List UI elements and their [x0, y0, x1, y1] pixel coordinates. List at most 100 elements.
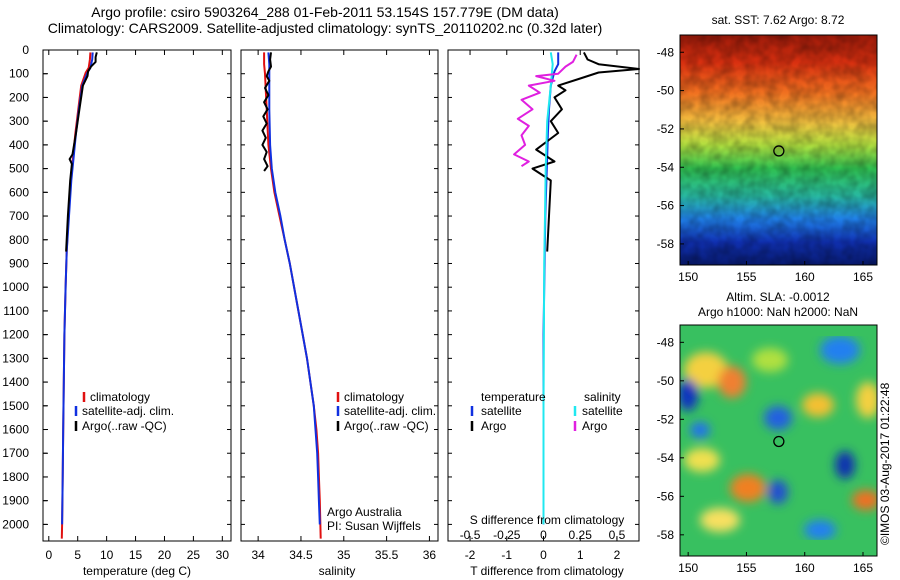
- x-tick-label: 15: [129, 548, 143, 562]
- x-top-tick-label: -0.5: [460, 528, 481, 542]
- temperature-legend: climatology satellite-adj. clim. Argo(..…: [74, 390, 174, 433]
- map-x-tick-label: 165: [853, 561, 873, 575]
- sla-map-frame: [679, 324, 878, 557]
- figure-title-line2: Climatology: CARS2009. Satellite-adjuste…: [47, 20, 603, 36]
- legend-label-climatology: climatology: [90, 390, 150, 404]
- map-y-tick-label: -50: [657, 374, 675, 388]
- series-line: [531, 51, 640, 252]
- depth-tick-label: 1800: [2, 470, 29, 484]
- depth-tick-label: 300: [9, 114, 29, 128]
- series-line: [263, 52, 322, 539]
- legend-label-temperature-argo: Argo: [481, 419, 507, 433]
- depth-tick-label: 900: [9, 256, 29, 270]
- depth-tick-label: 1900: [2, 494, 29, 508]
- depth-tick-label: 200: [9, 90, 29, 104]
- x-top-tick-label: 0.5: [609, 528, 626, 542]
- depth-tick-label: 0: [22, 43, 29, 57]
- depth-tick-label: 400: [9, 138, 29, 152]
- sla-map-axes: 150 155 160 165 -48 -50 -52 -54 -56 -58: [657, 335, 874, 575]
- x-tick-label: 1: [577, 548, 584, 562]
- difference-legend: temperature salinity satellite Argo sate…: [470, 390, 623, 433]
- x-tick-label: 0: [540, 548, 547, 562]
- map-y-tick-label: -58: [657, 237, 675, 251]
- depth-tick-label: 500: [9, 162, 29, 176]
- legend-label-climatology: climatology: [344, 390, 404, 404]
- map-x-tick-label: 150: [678, 270, 698, 284]
- legend-title-salinity: salinity: [584, 390, 621, 404]
- argo-position-marker: [773, 435, 785, 448]
- legend-label-argo: Argo(..raw -QC): [344, 419, 429, 433]
- x-tick-label: 5: [74, 548, 81, 562]
- map-x-tick-label: 160: [795, 270, 815, 284]
- depth-axis: 0 100 200 300 400 500 600 700 800 900 1000 1100 1200…: [2, 43, 48, 531]
- map-x-tick-label: 155: [736, 270, 756, 284]
- map-y-tick-label: -50: [657, 84, 675, 98]
- salinity-panel-frame: [240, 49, 439, 542]
- legend-label-argo: Argo(..raw -QC): [82, 419, 167, 433]
- map-x-tick-label: 150: [678, 561, 698, 575]
- map-x-tick-label: 155: [736, 561, 756, 575]
- x-tick-label: 20: [158, 548, 172, 562]
- salinity-legend: climatology satellite-adj. clim. Argo(..…: [327, 390, 436, 533]
- x-top-tick-label: -0.25: [493, 528, 521, 542]
- sst-map-frame: [679, 34, 878, 266]
- map-y-tick-label: -58: [657, 528, 675, 542]
- x-tick-label: 0: [45, 548, 52, 562]
- legend-title-temperature: temperature: [481, 390, 546, 404]
- sla-map-subtitle: Argo h1000: NaN h2000: NaN: [698, 305, 858, 319]
- credit-stamp: ©IMOS 03-Aug-2017 01:22:48: [878, 382, 892, 545]
- depth-tick-label: 1600: [2, 423, 29, 437]
- map-x-tick-label: 160: [795, 561, 815, 575]
- sla-map-title: Altim. SLA: -0.0012: [726, 290, 830, 304]
- map-y-tick-label: -52: [657, 412, 675, 426]
- difference-panel: -2 -1 0 1 2 -0.5 -0.25 0 0.25 0.5: [448, 49, 640, 562]
- x-tick-label: 30: [216, 548, 230, 562]
- sst-map-axes: 150 155 160 165 -48 -50 -52 -54 -56 -58: [657, 45, 874, 284]
- series-line: [542, 52, 554, 525]
- difference-xlabel-top: S difference from climatology: [470, 513, 625, 527]
- x-tick-label: -2: [465, 548, 476, 562]
- argo-position-marker: [773, 145, 785, 157]
- legend-label-temperature-satellite: satellite: [481, 404, 522, 418]
- depth-tick-label: 600: [9, 185, 29, 199]
- x-tick-label: 25: [187, 548, 201, 562]
- map-y-tick-label: -48: [657, 335, 675, 349]
- depth-tick-label: 1300: [2, 351, 29, 365]
- depth-tick-label: 100: [9, 67, 29, 81]
- x-tick-label: 35: [337, 548, 351, 562]
- series-line: [542, 52, 560, 525]
- temperature-panel: 0 5 10 15 20 25 30: [43, 49, 231, 562]
- depth-tick-label: 1700: [2, 446, 29, 460]
- series-line: [261, 52, 272, 172]
- depth-tick-label: 1400: [2, 375, 29, 389]
- depth-tick-label: 1200: [2, 328, 29, 342]
- depth-tick-label: 800: [9, 233, 29, 247]
- series-line: [65, 52, 98, 252]
- legend-label-salinity-argo: Argo: [582, 419, 608, 433]
- map-y-tick-label: -54: [657, 451, 675, 465]
- depth-tick-label: 2000: [2, 517, 29, 531]
- map-y-tick-label: -48: [657, 45, 675, 59]
- map-y-tick-label: -56: [657, 489, 675, 503]
- map-y-tick-label: -54: [657, 160, 675, 174]
- depth-tick-label: 1100: [3, 304, 29, 318]
- series-line: [513, 54, 578, 168]
- x-tick-label: 2: [614, 548, 621, 562]
- sla-map: 150 155 160 165 -48 -50 -52 -54 -56 -58 Altim. SL…: [657, 290, 878, 575]
- map-x-tick-label: 165: [853, 270, 873, 284]
- salinity-xlabel: salinity: [319, 564, 356, 578]
- x-tick-label: 10: [100, 548, 114, 562]
- map-y-tick-label: -52: [657, 122, 675, 136]
- legend-label-salinity-satellite: satellite: [582, 404, 623, 418]
- depth-tick-label: 700: [9, 209, 29, 223]
- legend-label-satellite: satellite-adj. clim.: [82, 404, 174, 418]
- x-tick-label: 35.5: [375, 548, 399, 562]
- sst-map: 150 155 160 165 -48 -50 -52 -54 -56 -58 sat. SST:…: [657, 13, 878, 284]
- difference-xlabel: T difference from climatology: [470, 564, 624, 578]
- depth-tick-label: 1000: [2, 280, 29, 294]
- sst-texture: [680, 35, 877, 265]
- sst-map-title: sat. SST: 7.62 Argo: 8.72: [712, 13, 845, 27]
- x-tick-label: -1: [501, 548, 512, 562]
